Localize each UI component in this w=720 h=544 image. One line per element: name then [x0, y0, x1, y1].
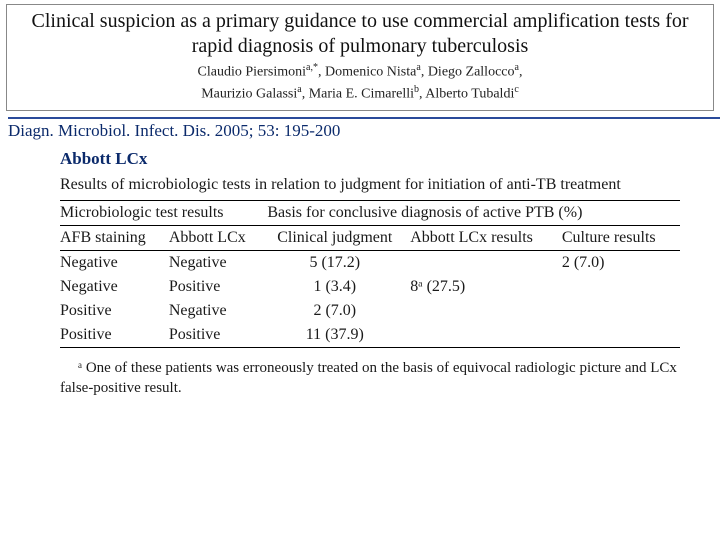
group-header-right: Basis for conclusive diagnosis of active… — [267, 200, 680, 225]
citation: Diagn. Microbiol. Infect. Dis. 2005; 53:… — [8, 117, 720, 141]
col-1: Abbott LCx — [169, 225, 268, 250]
results-table: Microbiologic test results Basis for con… — [60, 200, 680, 348]
table-footnote: ᵃ One of these patients was erroneously … — [60, 358, 680, 399]
table-row: Positive Positive 11 (37.9) — [60, 323, 680, 348]
col-3: Abbott LCx results — [410, 225, 562, 250]
col-4: Culture results — [562, 225, 680, 250]
col-2: Clinical judgment — [267, 225, 410, 250]
authors: Claudio Piersimonia,*, Domenico Nistaa, … — [17, 61, 703, 104]
group-header-left: Microbiologic test results — [60, 200, 267, 225]
paper-title: Clinical suspicion as a primary guidance… — [17, 9, 703, 59]
label-abbott: Abbott LCx — [60, 149, 720, 169]
table-row: Negative Negative 5 (17.2) 2 (7.0) — [60, 250, 680, 275]
col-0: AFB staining — [60, 225, 169, 250]
table-wrap: Results of microbiologic tests in relati… — [60, 175, 680, 398]
title-box: Clinical suspicion as a primary guidance… — [6, 4, 714, 111]
table-caption: Results of microbiologic tests in relati… — [60, 175, 680, 196]
table-row: Negative Positive 1 (3.4) 8ᵃ (27.5) — [60, 275, 680, 299]
table-row: Positive Negative 2 (7.0) — [60, 299, 680, 323]
